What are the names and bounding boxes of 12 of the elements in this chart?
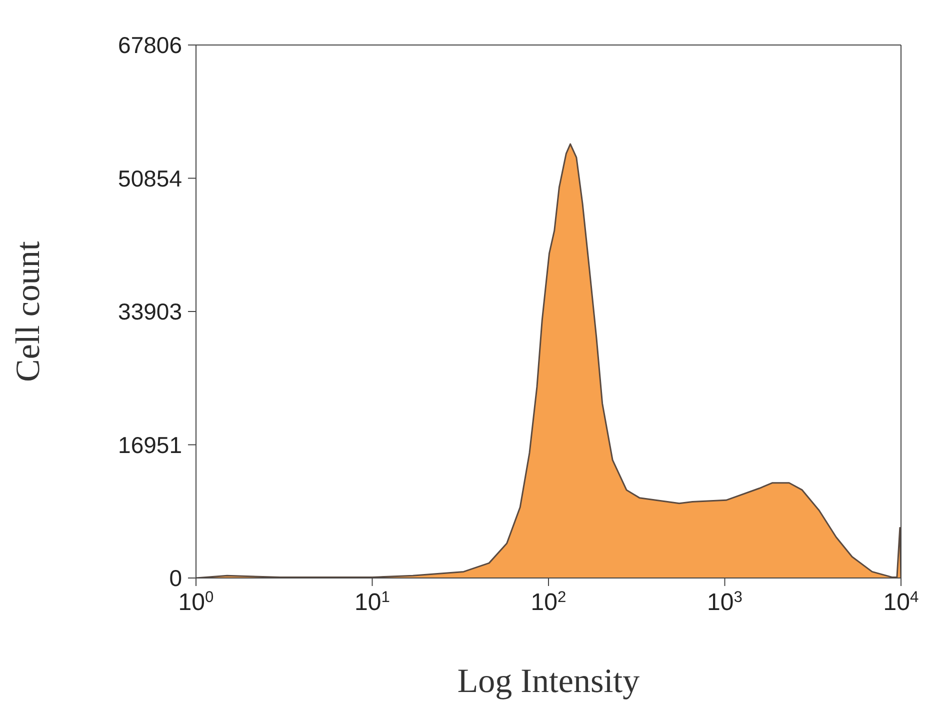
- y-tick-label: 67806: [118, 32, 182, 58]
- x-tick-label: 10$^{2}$: [530, 588, 566, 616]
- y-tick-label: 0: [169, 565, 182, 591]
- y-tick-label: 16951: [118, 432, 182, 458]
- y-tick-label: 50854: [118, 165, 182, 192]
- x-tick-label: 10$^{1}$: [354, 588, 390, 616]
- y-axis-title: Cell count: [10, 240, 48, 382]
- x-axis-title: Log Intensity: [457, 663, 640, 700]
- x-tick-label: 10$^{4}$: [883, 588, 920, 616]
- x-tick-label: 10$^{3}$: [707, 588, 742, 616]
- x-tick-label: 10$^{0}$: [178, 588, 214, 616]
- y-tick-label: 33903: [118, 298, 182, 324]
